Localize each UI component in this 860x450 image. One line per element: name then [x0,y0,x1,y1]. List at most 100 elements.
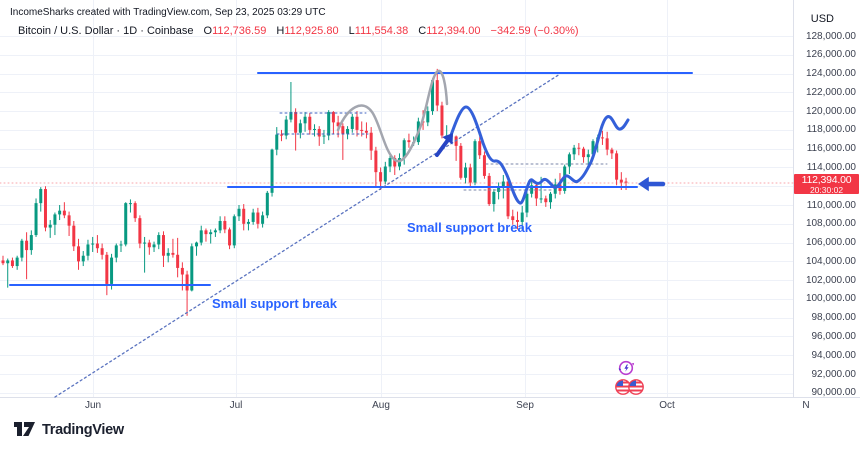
candle-body [34,203,38,236]
up-arrow[interactable] [435,133,453,157]
candle-body [209,232,213,235]
time-tick-label: Aug [372,400,390,411]
last-price-value: 112,394.00 [801,174,852,186]
currency-label[interactable]: USD [810,13,834,25]
price-axis[interactable]: 128,000.00 126,000.00 124,000.00 122,000.00… [794,0,860,399]
candle-body [190,246,194,291]
change-value: −342.59 (−0.30%) [490,25,579,37]
left-arrow[interactable] [638,176,666,192]
projection-squiggle[interactable] [448,105,630,205]
candle-body [459,145,463,178]
candle-body [341,126,345,134]
candle-body [468,167,472,183]
candle-body [176,254,180,268]
candle-body [298,123,302,133]
candle-body [171,252,175,255]
price-tick-label: 104,000.00 [805,255,856,267]
candle-body [322,135,326,137]
candle-body [270,149,274,193]
ohlc-low-label: L [348,25,355,37]
candle-body [105,254,109,284]
candle-body [195,242,199,247]
symbol-title[interactable]: Bitcoin / U.S. Dollar · 1D · Coinbase [18,25,194,37]
candle-body [228,229,232,246]
candle-body [147,242,151,248]
candle-body [402,140,406,159]
candle-body [525,193,529,213]
candle-body [482,155,486,176]
event-icons[interactable] [610,356,656,400]
candle-body [246,221,250,224]
last-price-badge[interactable]: 112,394.00 20:30:02 [794,174,859,194]
candle-body [407,140,411,143]
candle-body [15,257,19,267]
price-tick-label: 96,000.00 [811,330,857,342]
candle-body [577,147,581,149]
ohlc-high-value: 112,925.80 [284,25,339,37]
candle-body [138,218,142,244]
candle-body [25,240,29,251]
candle-body [308,116,312,130]
candle-body [572,147,576,155]
candle-body [185,274,189,291]
candle-body [86,244,90,256]
candle-body [218,220,222,231]
candle-body [232,216,236,246]
candle-body [157,235,161,245]
candle-body [20,240,24,258]
ohlc-open-value: 112,736.59 [212,25,267,37]
candle-body [152,244,156,248]
ohlc-close-value: 112,394.00 [426,25,481,37]
candle-body [223,220,227,230]
candle-body [605,138,609,150]
candle-body [119,244,123,246]
rounding-top-curve[interactable] [336,69,449,163]
candle-body [265,192,269,216]
candle-body [369,132,373,151]
price-tick-label: 118,000.00 [806,124,856,136]
candle-body [199,230,203,243]
candle-body [261,215,265,224]
candle-body [275,134,279,150]
chart-canvas[interactable] [0,0,860,415]
candle-body [43,189,47,228]
price-tick-label: 110,000.00 [806,199,856,211]
tradingview-logo-mark [14,422,35,436]
candle-body [393,158,397,167]
candle-body [586,154,590,158]
symbol-row[interactable]: Bitcoin / U.S. Dollar · 1D · Coinbase O1… [18,25,579,37]
candle-body [331,112,335,123]
price-tick-label: 102,000.00 [805,274,856,286]
tradingview-logo[interactable]: TradingView [14,421,124,438]
candle-body [279,134,283,136]
candle-body [289,112,293,120]
price-tick-label: 116,000.00 [806,143,856,155]
time-axis[interactable]: Jun Jul Aug Sep Oct N [0,398,860,414]
annotation-small-support-break-2[interactable]: Small support break [212,296,337,311]
rising-trendline-dotted[interactable] [54,73,561,398]
candle-body [81,255,85,262]
candle-body [539,198,543,200]
candle-body [615,153,619,180]
credit-text: IncomeSharks created with TradingView.co… [10,7,326,18]
price-tick-label: 100,000.00 [805,293,856,305]
ohlc-close-label: C [418,25,427,37]
ohlc-low-value: 111,554.38 [354,25,409,37]
ohlc-open-label: O [203,25,213,37]
candle-body [360,129,364,131]
candle-body [313,128,317,130]
price-tick-label: 124,000.00 [805,68,856,80]
cycle-spark-icon[interactable] [618,360,635,376]
candle-body [431,80,435,112]
price-tick-label: 120,000.00 [805,105,856,117]
candle-body [128,203,132,205]
candle-body [58,210,62,215]
time-tick-label: Sep [516,400,534,411]
candle-body [100,248,104,255]
candle-body [72,225,76,247]
candle-body [388,158,392,167]
us-flag-event-icon-2[interactable] [628,379,644,395]
annotation-small-support-break-1[interactable]: Small support break [407,220,532,235]
candle-body [610,149,614,154]
candle-body [464,167,468,178]
